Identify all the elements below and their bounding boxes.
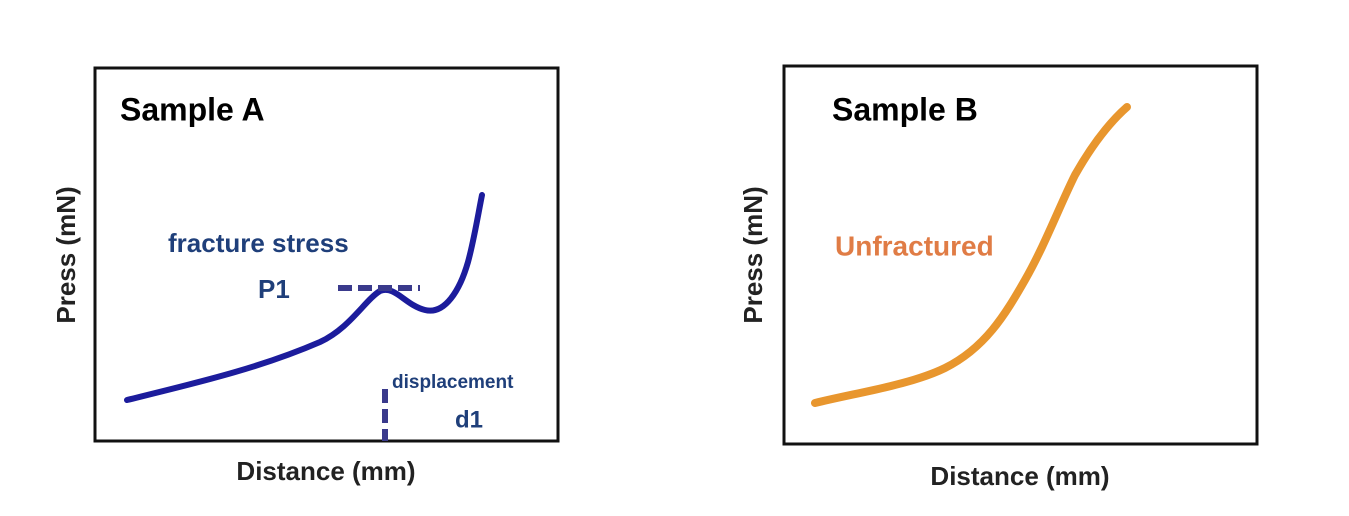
annotation: fracture stress xyxy=(168,228,349,258)
plot-frame xyxy=(782,64,1259,446)
x-axis-label: Distance (mm) xyxy=(236,456,415,486)
y-axis-label: Press (mN) xyxy=(51,186,81,323)
panel-b: Sample B Press (mN) Distance (mm) Unfrac… xyxy=(738,64,1259,491)
panel-a: Sample A Press (mN) Distance (mm) fractu… xyxy=(51,66,560,486)
annotation: P1 xyxy=(258,274,290,304)
plot-frame xyxy=(93,66,560,443)
panel-title: Sample A xyxy=(120,91,265,127)
curve xyxy=(811,103,1131,407)
panel-title: Sample B xyxy=(832,91,978,127)
annotation: d1 xyxy=(455,406,483,433)
annotation: Unfractured xyxy=(835,230,994,261)
y-axis-label: Press (mN) xyxy=(738,186,768,323)
curve xyxy=(124,192,485,403)
x-axis-label: Distance (mm) xyxy=(930,461,1109,491)
annotation: displacement xyxy=(392,372,514,393)
